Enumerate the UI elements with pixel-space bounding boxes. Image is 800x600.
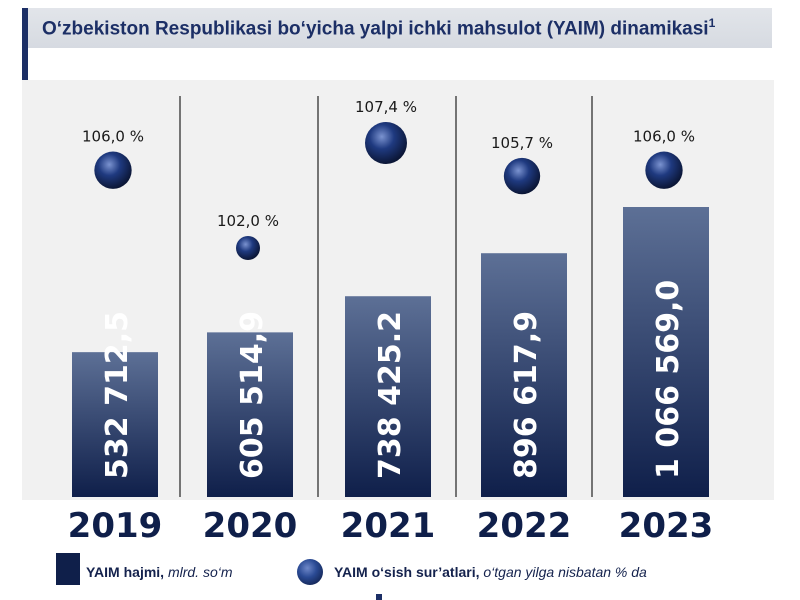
- bar-2023: [623, 207, 709, 497]
- legend-dot-icon: [297, 559, 323, 585]
- title-bar: O‘zbekiston Respublikasi bo‘yicha yalpi …: [22, 8, 772, 48]
- bar-value-label: 1 066 569,0: [651, 280, 686, 479]
- year-label: 2019: [68, 506, 163, 546]
- bar-2021: [345, 296, 431, 497]
- title-footnote: 1: [708, 16, 716, 30]
- bar-value-label: 738 425.2: [373, 311, 408, 479]
- bar-2022: [481, 253, 567, 497]
- bar-value-label: 532 712,5: [100, 311, 135, 479]
- growth-dot: [365, 122, 407, 164]
- bar-2019: [72, 352, 158, 497]
- growth-label: 106,0 %: [633, 128, 695, 146]
- year-label: 2023: [619, 506, 714, 546]
- bar-value-label: 605 514,9: [235, 311, 270, 479]
- chart-title: O‘zbekiston Respublikasi bo‘yicha yalpi …: [42, 16, 716, 40]
- growth-label: 105,7 %: [491, 134, 553, 152]
- bar-2020: [207, 332, 293, 497]
- legend-bar-swatch: [56, 553, 80, 585]
- bottom-mark: [376, 594, 382, 600]
- growth-dot: [645, 151, 683, 189]
- growth-label: 107,4 %: [355, 98, 417, 116]
- growth-dot: [94, 151, 132, 189]
- growth-label: 106,0 %: [82, 128, 144, 146]
- growth-dot: [236, 236, 260, 260]
- growth-dot: [503, 157, 541, 195]
- year-label: 2021: [341, 506, 436, 546]
- year-label: 2020: [203, 506, 298, 546]
- legend-bar-label: YAIM hajmi, mlrd. so‘m: [86, 564, 233, 580]
- left-accent: [22, 48, 28, 80]
- legend-dot-label: YAIM o‘sish sur’atlari, o‘tgan yilga nis…: [334, 564, 647, 580]
- growth-label: 102,0 %: [217, 212, 279, 230]
- bar-value-label: 896 617,9: [509, 311, 544, 479]
- year-label: 2022: [477, 506, 572, 546]
